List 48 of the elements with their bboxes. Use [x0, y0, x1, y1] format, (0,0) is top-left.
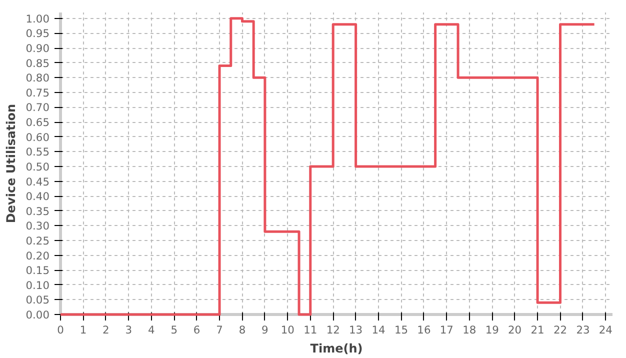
- x-tick-label: 8: [238, 324, 246, 336]
- x-tick-label: 17: [440, 324, 454, 336]
- x-tick-label: 4: [148, 324, 155, 336]
- x-tick-label: 7: [216, 324, 223, 336]
- x-tick-label: 3: [125, 324, 132, 336]
- x-tick-label: 0: [57, 324, 64, 336]
- y-tick-label: 1.00: [26, 12, 50, 26]
- x-tick-label: 19: [485, 324, 500, 336]
- x-tick-label: 12: [326, 324, 340, 336]
- y-tick-label: 0.05: [26, 294, 50, 307]
- x-tick-label: 16: [417, 324, 431, 336]
- x-tick-label: 18: [462, 324, 476, 336]
- x-tick-label: 2: [102, 324, 110, 336]
- x-tick-label: 23: [576, 324, 590, 336]
- x-tick-label: 24: [598, 324, 613, 336]
- y-tick-label: 0.75: [26, 86, 50, 100]
- x-tick-label: 21: [530, 324, 544, 336]
- y-tick-label: 0.35: [26, 204, 50, 218]
- y-axis-title: Device Utilisation: [4, 104, 18, 224]
- y-tick-label: 0.95: [26, 27, 50, 40]
- y-tick-label: 0.45: [26, 175, 50, 188]
- x-tick-label: 9: [262, 324, 269, 336]
- y-tick-label: 0.50: [26, 160, 50, 174]
- y-tick-label: 0.80: [26, 72, 50, 85]
- x-tick-label: 15: [394, 324, 408, 336]
- y-tick-label: 0.60: [26, 130, 50, 144]
- y-tick-label: 0.30: [26, 220, 50, 233]
- x-tick-label: 1: [80, 324, 87, 336]
- x-tick-label: 20: [508, 324, 522, 336]
- y-tick-label: 0.90: [26, 42, 50, 56]
- y-tick-label: 0.40: [26, 190, 50, 204]
- y-tick-label: 0.85: [26, 56, 50, 70]
- x-tick-label: 11: [304, 324, 318, 336]
- y-tick-label: 0.00: [26, 308, 50, 322]
- x-tick-label: 13: [349, 324, 363, 336]
- y-tick-label: 0.10: [26, 278, 50, 292]
- y-tick-label: 0.65: [26, 116, 50, 130]
- y-tick-label: 0.55: [26, 146, 50, 159]
- y-tick-label: 0.70: [26, 101, 50, 114]
- x-tick-label: 10: [280, 324, 295, 336]
- y-tick-label: 0.15: [26, 264, 50, 278]
- x-tick-label: 6: [193, 324, 200, 336]
- x-tick-label: 5: [170, 324, 178, 336]
- x-tick-label: 22: [553, 324, 568, 336]
- x-axis-title: Time(h): [310, 342, 363, 356]
- y-tick-label: 0.20: [26, 249, 50, 262]
- y-tick-label: 0.25: [26, 234, 50, 248]
- x-tick-label: 14: [372, 324, 386, 336]
